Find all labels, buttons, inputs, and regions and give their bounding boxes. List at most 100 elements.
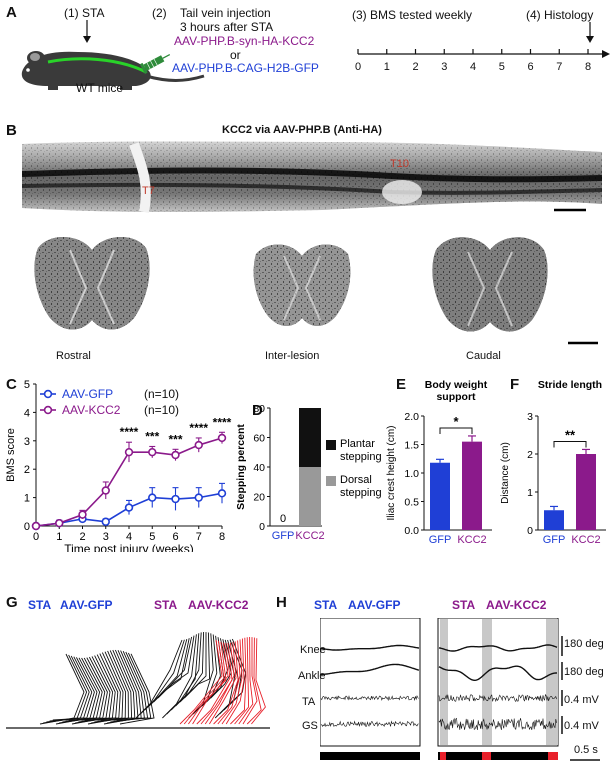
g-kcc2-stance-stick <box>251 638 266 725</box>
panel-label-h: H <box>276 594 287 611</box>
c-y-tick-label: 2 <box>24 464 30 476</box>
f-y-tick-label: 0 <box>527 525 533 537</box>
f-x-tick-label: GFP <box>543 534 566 546</box>
g-kcc2-stance-stick <box>204 642 235 725</box>
panel-label-a: A <box>6 4 17 21</box>
c-y-tick-label: 3 <box>24 436 30 448</box>
h-stance-shade <box>482 619 492 745</box>
g-kcc2-stance-stick <box>234 637 250 725</box>
g-kcc2-swing-stick <box>157 635 195 699</box>
t10-label: T10 <box>390 158 409 170</box>
stepping-percent-bar-chart: 0 20 40 60 80 Stepping percent GFP KCC2 0 Plantar… <box>236 403 382 542</box>
e-y-tick-label: 0.5 <box>404 497 419 509</box>
c-data-point <box>55 518 64 528</box>
c-y-tick-label: 5 <box>24 379 30 391</box>
c-x-tick-label: 2 <box>79 531 85 543</box>
c-x-tick-label: 3 <box>103 531 109 543</box>
c-x-tick-label: 1 <box>56 531 62 543</box>
e-title: support <box>436 391 476 403</box>
cross-section-scale-bar <box>568 341 598 345</box>
d-bar-segment <box>299 408 321 467</box>
interlesion-label: Inter-lesion <box>265 350 320 362</box>
g-kcc2-stance-stick <box>209 642 237 725</box>
h-stance-shade <box>440 619 448 745</box>
h-kcc2-ta-emg <box>438 693 557 703</box>
f-y-tick-label: 2 <box>527 449 533 461</box>
d-bar-segment <box>299 467 321 526</box>
g-kcc2-stance-stick <box>221 639 243 725</box>
f-title: Stride length <box>538 379 602 391</box>
step4-label: (4) Histology <box>526 8 594 22</box>
panel-label-b: B <box>6 122 17 139</box>
c-x-tick-label: 4 <box>126 531 132 543</box>
panel-label-f: F <box>510 376 520 393</box>
cross-section-interlesion-image <box>253 244 351 326</box>
g-left-sta: STA <box>28 598 52 612</box>
h-gfp-gs-emg <box>320 720 419 728</box>
g-kcc2-stance-stick <box>192 642 229 725</box>
t7-label: T7 <box>142 185 155 197</box>
f-y-tick-label: 3 <box>527 411 533 423</box>
panel-b-title: KCC2 via AAV-PHP.B (Anti-HA) <box>222 124 382 136</box>
g-kcc2-stance-stick <box>230 637 247 725</box>
e-x-tick-label: KCC2 <box>457 534 486 546</box>
c-x-tick-label: 0 <box>33 531 39 543</box>
d-y-tick-label: 40 <box>253 462 265 474</box>
step2-line1: Tail vein injection <box>180 6 271 20</box>
c-y-tick-label: 1 <box>24 493 30 505</box>
g-kcc2-stance-stick <box>179 639 223 725</box>
h-left-vector: AAV-GFP <box>348 598 401 612</box>
h-right-vector: AAV-KCC2 <box>486 598 547 612</box>
cross-section-rostral-image <box>34 236 150 330</box>
spinal-cord-longitudinal-image <box>22 141 602 213</box>
c-x-axis-label: Time post injury (weeks) <box>64 542 194 552</box>
c-legend-label: AAV-KCC2 <box>62 403 121 417</box>
time-scale-label: 0.5 s <box>574 744 598 756</box>
g-kcc2-stance-stick <box>246 637 262 725</box>
timeline-tick-label: 7 <box>556 61 562 73</box>
step2-line2: 3 hours after STA <box>180 20 274 34</box>
d-y-tick-label: 80 <box>253 403 265 415</box>
mouse-illustration-icon <box>21 51 205 90</box>
stride-length-bar-chart: Stride length 0 1 2 3 Distance (cm) GFP KCC2 ** <box>500 379 606 546</box>
h-gfp-ankle-trace <box>321 663 420 676</box>
g-kcc2-stance-stick <box>213 641 239 725</box>
mouse-label: WT mice <box>76 81 124 95</box>
c-significance-stars: **** <box>213 415 232 429</box>
stick-diagram-image <box>6 632 270 729</box>
h-kcc2-gs-emg <box>438 717 557 731</box>
gs-trace-label: GS <box>302 720 318 732</box>
d-y-tick-label: 60 <box>253 433 265 445</box>
g-kcc2-stance-stick <box>242 637 258 725</box>
c-x-tick-label: 6 <box>172 531 178 543</box>
c-data-point <box>148 447 157 457</box>
h-stance-marker <box>548 752 558 760</box>
d-legend-plantar-l2: stepping <box>340 451 382 463</box>
syringe-icon <box>139 54 171 74</box>
g-kcc2-swing-stick <box>170 632 202 711</box>
caudal-label: Caudal <box>466 350 501 362</box>
e-y-tick-label: 1.0 <box>404 468 419 480</box>
knee-trace-label: Knee <box>300 644 326 656</box>
h-gfp-gait-bar <box>320 752 420 760</box>
timeline-tick-label: 2 <box>412 61 418 73</box>
timeline-tick-label: 4 <box>470 61 476 73</box>
d-legend-dorsal-l1: Dorsal <box>340 474 372 486</box>
c-significance-stars: *** <box>168 432 182 446</box>
construct-or: or <box>230 48 241 62</box>
d-legend-dorsal-l2: stepping <box>340 487 382 499</box>
h-right-sta: STA <box>452 598 476 612</box>
d-y-tick-label: 20 <box>253 492 265 504</box>
gs-scale-label: 0.4 mV <box>564 720 599 732</box>
step4-arrow-icon <box>586 22 594 43</box>
e-sig-stars: * <box>453 414 459 429</box>
c-legend-n: (n=10) <box>144 403 179 417</box>
knee-scale-label: 180 deg <box>564 638 604 650</box>
cross-section-caudal-image <box>432 237 548 332</box>
f-y-tick-label: 1 <box>527 487 533 499</box>
c-data-point <box>124 503 134 512</box>
c-data-point <box>101 486 110 495</box>
h-gfp-frame <box>320 618 421 747</box>
c-significance-stars: **** <box>120 425 139 439</box>
